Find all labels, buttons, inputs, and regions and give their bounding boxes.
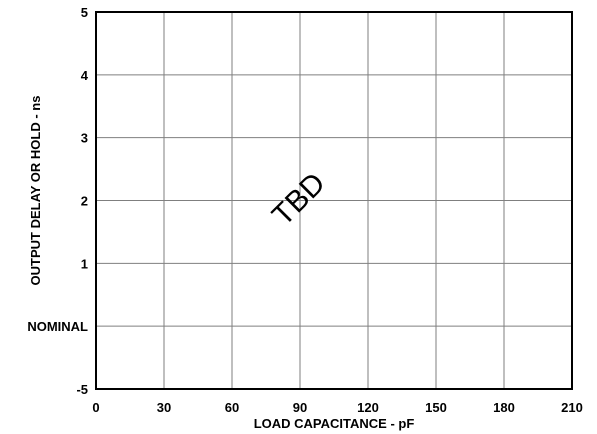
y-tick-label: -5: [76, 382, 88, 397]
x-tick-label: 210: [561, 400, 583, 415]
annotations: TBD: [266, 167, 332, 233]
x-tick-label: 120: [357, 400, 379, 415]
x-axis-title: LOAD CAPACITANCE - pF: [254, 416, 415, 431]
grid: [96, 12, 572, 389]
tbd-annotation: TBD: [266, 167, 332, 233]
x-tick-label: 60: [225, 400, 239, 415]
y-axis-tick-labels: 5 4 3 2 1 NOMINAL -5: [27, 5, 88, 397]
y-tick-label: 3: [81, 131, 88, 146]
x-tick-label: 90: [293, 400, 307, 415]
y-tick-label: 2: [81, 194, 88, 209]
x-tick-label: 180: [493, 400, 515, 415]
x-axis-tick-labels: 0 30 60 90 120 150 180 210: [92, 400, 582, 415]
y-tick-label: 1: [81, 256, 88, 271]
x-tick-label: 30: [157, 400, 171, 415]
plot-frame: [95, 11, 573, 390]
x-tick-label: 0: [92, 400, 99, 415]
x-tick-label: 150: [425, 400, 447, 415]
y-axis-title: OUTPUT DELAY OR HOLD - ns: [28, 96, 43, 286]
y-tick-label: NOMINAL: [27, 319, 88, 334]
y-tick-label: 4: [81, 68, 89, 83]
y-tick-label: 5: [81, 5, 88, 20]
